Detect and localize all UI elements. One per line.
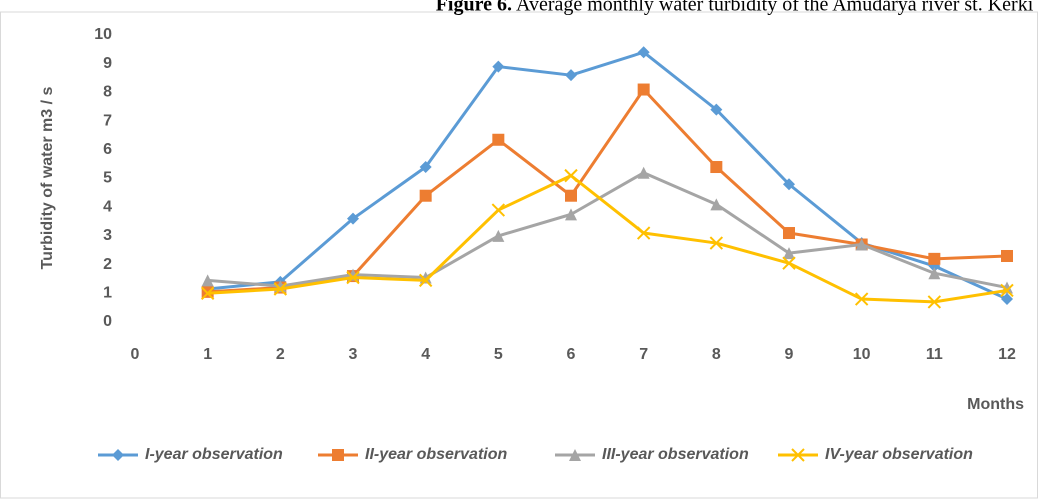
legend-marker <box>332 449 344 461</box>
data-point <box>419 161 432 174</box>
legend-label: IV-year observation <box>825 446 973 463</box>
x-tick-label: 5 <box>494 346 503 363</box>
y-tick-label: 3 <box>103 227 112 244</box>
series-line <box>207 50 1008 301</box>
data-point <box>1001 293 1013 306</box>
data-point <box>565 189 577 202</box>
data-point <box>418 273 433 288</box>
x-tick-label: 3 <box>349 346 358 363</box>
data-point <box>201 274 214 287</box>
data-point <box>783 227 795 240</box>
data-point <box>419 189 432 202</box>
data-point <box>783 247 795 260</box>
legend-marker <box>112 449 124 461</box>
data-point <box>710 198 723 211</box>
y-tick-label: 8 <box>103 84 112 101</box>
data-point <box>928 252 941 265</box>
data-point <box>710 103 723 116</box>
y-axis-label: Turbidity of water m3 / s <box>39 86 56 269</box>
y-tick-label: 5 <box>103 170 112 187</box>
legend-marker <box>791 448 805 462</box>
data-point <box>492 133 505 146</box>
data-point <box>346 270 360 285</box>
y-tick-label: 6 <box>103 141 112 158</box>
data-point <box>783 178 795 191</box>
data-point <box>200 286 215 301</box>
series-line <box>207 174 1008 304</box>
y-tick-label: 4 <box>103 198 112 215</box>
data-point <box>637 166 650 179</box>
data-point <box>710 161 723 174</box>
data-point <box>927 295 942 309</box>
legend-marker <box>569 449 581 461</box>
data-point <box>855 238 868 251</box>
data-point <box>637 83 650 96</box>
data-point <box>565 69 577 82</box>
y-tick-label: 1 <box>103 285 112 302</box>
x-tick-label: 7 <box>639 346 648 363</box>
x-axis-label: Months <box>967 396 1024 413</box>
figure-label: Figure 6. <box>436 0 512 16</box>
data-point <box>347 212 359 225</box>
y-tick-label: 7 <box>103 112 112 129</box>
data-point <box>636 226 651 240</box>
x-tick-label: 12 <box>998 346 1016 363</box>
x-tick-label: 9 <box>785 346 794 363</box>
chart-title: Average monthly water turbidity of the A… <box>516 0 1034 16</box>
x-tick-label: 1 <box>203 346 212 363</box>
x-tick-label: 2 <box>276 346 285 363</box>
legend-label: II-year observation <box>365 446 508 463</box>
y-tick-label: 9 <box>103 55 112 72</box>
series-line <box>207 88 1008 294</box>
x-tick-label: 11 <box>926 346 943 363</box>
data-point <box>492 60 505 73</box>
x-tick-label: 0 <box>131 346 140 363</box>
data-point <box>782 256 796 270</box>
x-tick-label: 8 <box>712 346 721 363</box>
y-tick-label: 2 <box>103 256 112 273</box>
y-tick-label: 0 <box>103 313 112 330</box>
x-tick-label: 4 <box>421 346 430 363</box>
data-point <box>1001 249 1013 262</box>
data-point <box>565 208 577 221</box>
x-tick-label: 6 <box>567 346 576 363</box>
data-point <box>709 236 724 250</box>
data-point <box>854 292 869 306</box>
data-point <box>637 46 650 59</box>
chart-frame <box>0 11 1038 499</box>
data-point <box>273 282 288 296</box>
legend-label: I-year observation <box>145 446 283 463</box>
data-point <box>928 267 941 280</box>
data-point <box>491 203 506 217</box>
data-point <box>492 229 505 242</box>
data-point <box>1000 283 1014 298</box>
data-point <box>564 168 578 183</box>
x-tick-label: 10 <box>853 346 871 363</box>
legend-label: III-year observation <box>602 446 749 463</box>
series-line <box>207 171 1008 290</box>
y-tick-label: 10 <box>94 26 112 43</box>
